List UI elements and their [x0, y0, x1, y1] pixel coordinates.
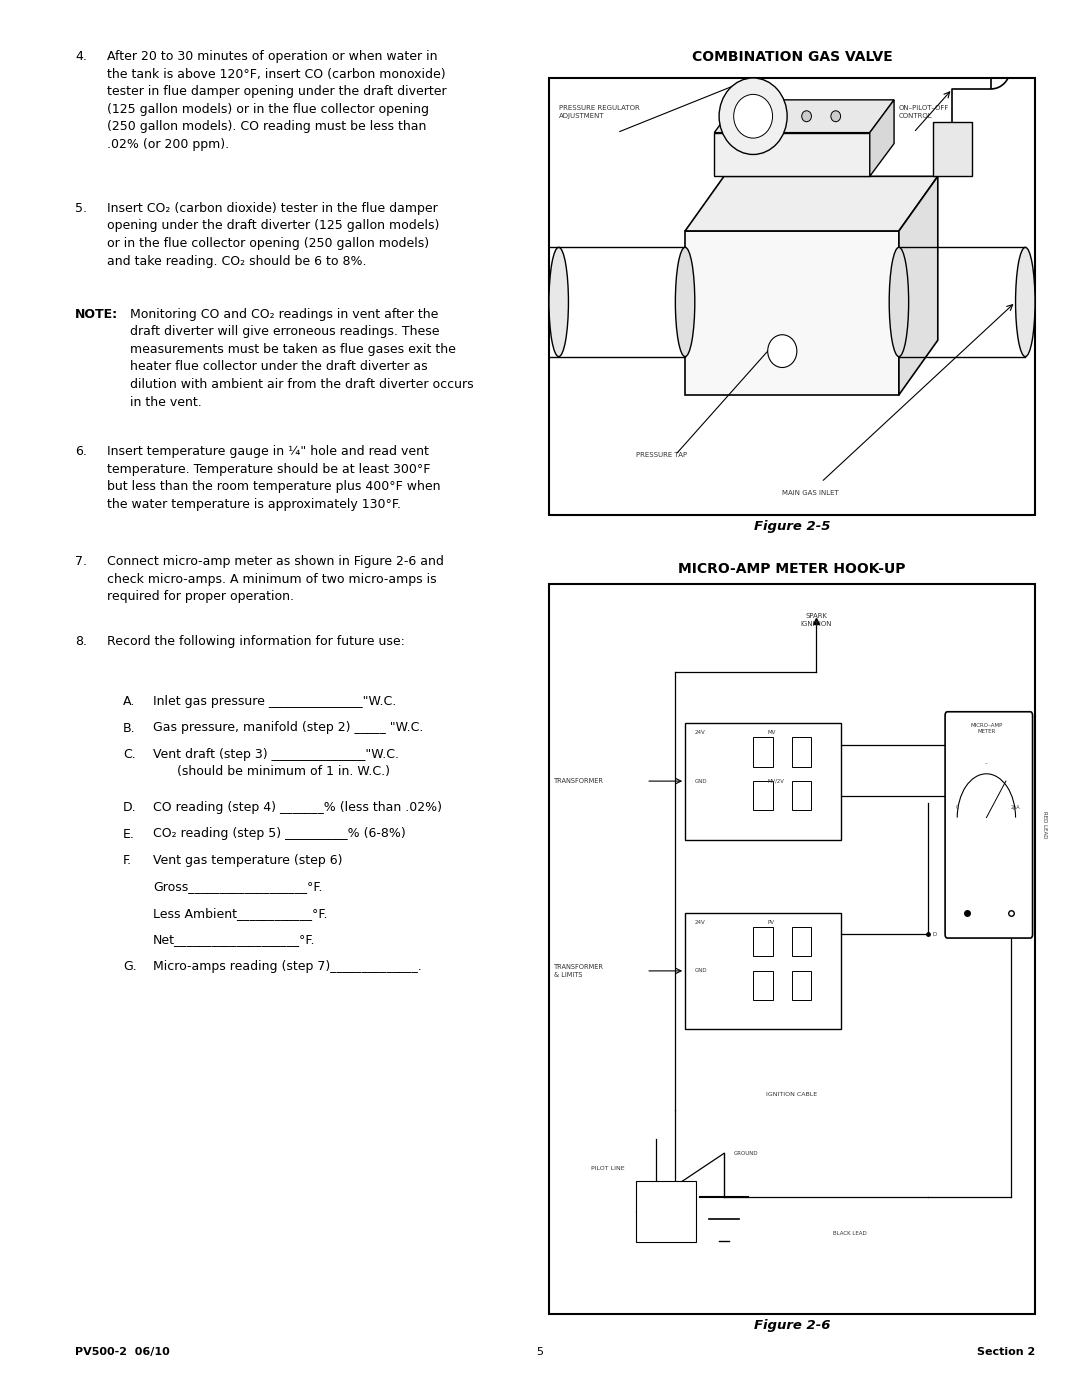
Text: ON–PILOT–OFF
CONTROL: ON–PILOT–OFF CONTROL	[899, 105, 949, 119]
Text: CO₂ reading (step 5) __________% (6-8%): CO₂ reading (step 5) __________% (6-8%)	[153, 827, 406, 841]
Polygon shape	[899, 176, 937, 395]
Text: PV: PV	[768, 919, 774, 925]
Bar	[714, 133, 869, 176]
Text: –: –	[985, 761, 988, 767]
Circle shape	[831, 110, 840, 122]
Text: GND: GND	[694, 778, 707, 784]
Polygon shape	[685, 176, 937, 231]
Text: MV/2V: MV/2V	[768, 778, 784, 784]
FancyBboxPatch shape	[945, 711, 1032, 937]
Text: B.: B.	[123, 721, 136, 735]
Text: BLACK LEAD: BLACK LEAD	[834, 1231, 867, 1236]
Text: D.: D.	[123, 800, 137, 814]
Text: Gas pressure, manifold (step 2) _____ "W.C.: Gas pressure, manifold (step 2) _____ "W…	[153, 721, 423, 735]
Bar	[753, 738, 772, 767]
Ellipse shape	[549, 247, 568, 356]
Bar	[792, 928, 811, 957]
Bar	[753, 971, 772, 1000]
Text: G.: G.	[123, 960, 137, 972]
Text: Less Ambient____________°F.: Less Ambient____________°F.	[153, 907, 327, 921]
Polygon shape	[869, 99, 894, 176]
Text: Vent gas temperature (step 6): Vent gas temperature (step 6)	[153, 854, 342, 868]
Circle shape	[772, 110, 782, 122]
Text: A.: A.	[123, 694, 135, 708]
Text: Micro-amps reading (step 7)______________.: Micro-amps reading (step 7)_____________…	[153, 960, 422, 972]
Bar	[549, 584, 1035, 1315]
Text: 5: 5	[537, 1347, 543, 1356]
Text: D: D	[933, 932, 937, 937]
Text: Connect micro-amp meter as shown in Figure 2-6 and
check micro-amps. A minimum o: Connect micro-amp meter as shown in Figu…	[107, 555, 444, 604]
Bar	[685, 912, 840, 1030]
Text: Inlet gas pressure _______________"W.C.: Inlet gas pressure _______________"W.C.	[153, 694, 396, 708]
Text: PV500-2  06/10: PV500-2 06/10	[75, 1347, 170, 1356]
Circle shape	[733, 95, 772, 138]
Ellipse shape	[1015, 247, 1035, 356]
Text: Section 2: Section 2	[976, 1347, 1035, 1356]
Text: Insert temperature gauge in ¼" hole and read vent
temperature. Temperature shoul: Insert temperature gauge in ¼" hole and …	[107, 446, 441, 510]
Bar	[792, 971, 811, 1000]
Text: Gross___________________°F.: Gross___________________°F.	[153, 880, 323, 894]
Text: E.: E.	[123, 827, 135, 841]
Text: COMBINATION GAS VALVE: COMBINATION GAS VALVE	[691, 50, 892, 64]
Circle shape	[801, 110, 811, 122]
Text: 24V: 24V	[694, 919, 705, 925]
Text: Net____________________°F.: Net____________________°F.	[153, 933, 315, 947]
Text: TRANSFORMER: TRANSFORMER	[554, 778, 604, 784]
Text: 24V: 24V	[694, 731, 705, 735]
Text: 7.: 7.	[75, 555, 87, 569]
Ellipse shape	[889, 247, 908, 356]
Text: TRANSFORMER
& LIMITS: TRANSFORMER & LIMITS	[554, 964, 604, 978]
Text: 4.: 4.	[75, 50, 86, 63]
Text: 6.: 6.	[75, 446, 86, 458]
Bar	[792, 738, 811, 767]
Text: Figure 2-5: Figure 2-5	[754, 520, 831, 534]
Text: MV: MV	[768, 731, 777, 735]
Bar	[933, 122, 972, 176]
Text: GND: GND	[694, 968, 707, 974]
Text: RED LEAD: RED LEAD	[1042, 812, 1048, 838]
Text: PRESSURE REGULATOR
ADJUSTMENT: PRESSURE REGULATOR ADJUSTMENT	[558, 105, 639, 119]
Text: Monitoring CO and CO₂ readings in vent after the
draft diverter will give errone: Monitoring CO and CO₂ readings in vent a…	[130, 307, 474, 408]
Text: 2μA: 2μA	[1011, 805, 1021, 810]
Text: Record the following information for future use:: Record the following information for fut…	[107, 636, 405, 648]
Bar	[792, 781, 811, 810]
Text: TH: TH	[953, 742, 960, 747]
Text: MAIN GAS INLET: MAIN GAS INLET	[782, 490, 839, 496]
Text: Figure 2-6: Figure 2-6	[754, 1319, 831, 1331]
Text: TR: TR	[953, 793, 959, 798]
Text: F.: F.	[123, 854, 132, 868]
Circle shape	[768, 335, 797, 367]
Text: MICRO-AMP METER HOOK-UP: MICRO-AMP METER HOOK-UP	[678, 562, 906, 576]
Polygon shape	[714, 99, 894, 133]
Ellipse shape	[675, 247, 694, 356]
Text: 8.: 8.	[75, 636, 87, 648]
Text: PRESSURE TAP: PRESSURE TAP	[636, 451, 688, 458]
FancyBboxPatch shape	[635, 1180, 696, 1242]
Text: Vent draft (step 3) _______________"W.C.
      (should be minimum of 1 in. W.C.): Vent draft (step 3) _______________"W.C.…	[153, 747, 399, 778]
Text: SPARK
IGNITION: SPARK IGNITION	[800, 613, 832, 627]
Bar	[753, 928, 772, 957]
Text: Insert CO₂ (carbon dioxide) tester in the flue damper
opening under the draft di: Insert CO₂ (carbon dioxide) tester in th…	[107, 203, 440, 267]
Text: CO reading (step 4) _______% (less than .02%): CO reading (step 4) _______% (less than …	[153, 800, 442, 814]
Circle shape	[719, 78, 787, 155]
Bar	[753, 781, 772, 810]
Text: 5.: 5.	[75, 203, 87, 215]
Text: After 20 to 30 minutes of operation or when water in
the tank is above 120°F, in: After 20 to 30 minutes of operation or w…	[107, 50, 447, 151]
Bar	[685, 722, 840, 840]
Bar	[685, 231, 899, 395]
Bar	[549, 78, 1035, 515]
Text: MICRO–AMP
METER: MICRO–AMP METER	[970, 722, 1002, 733]
Text: IGNITION CABLE: IGNITION CABLE	[767, 1092, 818, 1098]
Text: PILOT LINE: PILOT LINE	[591, 1165, 624, 1171]
Text: GROUND: GROUND	[733, 1151, 758, 1155]
Text: C.: C.	[123, 747, 136, 761]
Text: NOTE:: NOTE:	[75, 307, 118, 321]
Text: 0: 0	[956, 805, 959, 810]
